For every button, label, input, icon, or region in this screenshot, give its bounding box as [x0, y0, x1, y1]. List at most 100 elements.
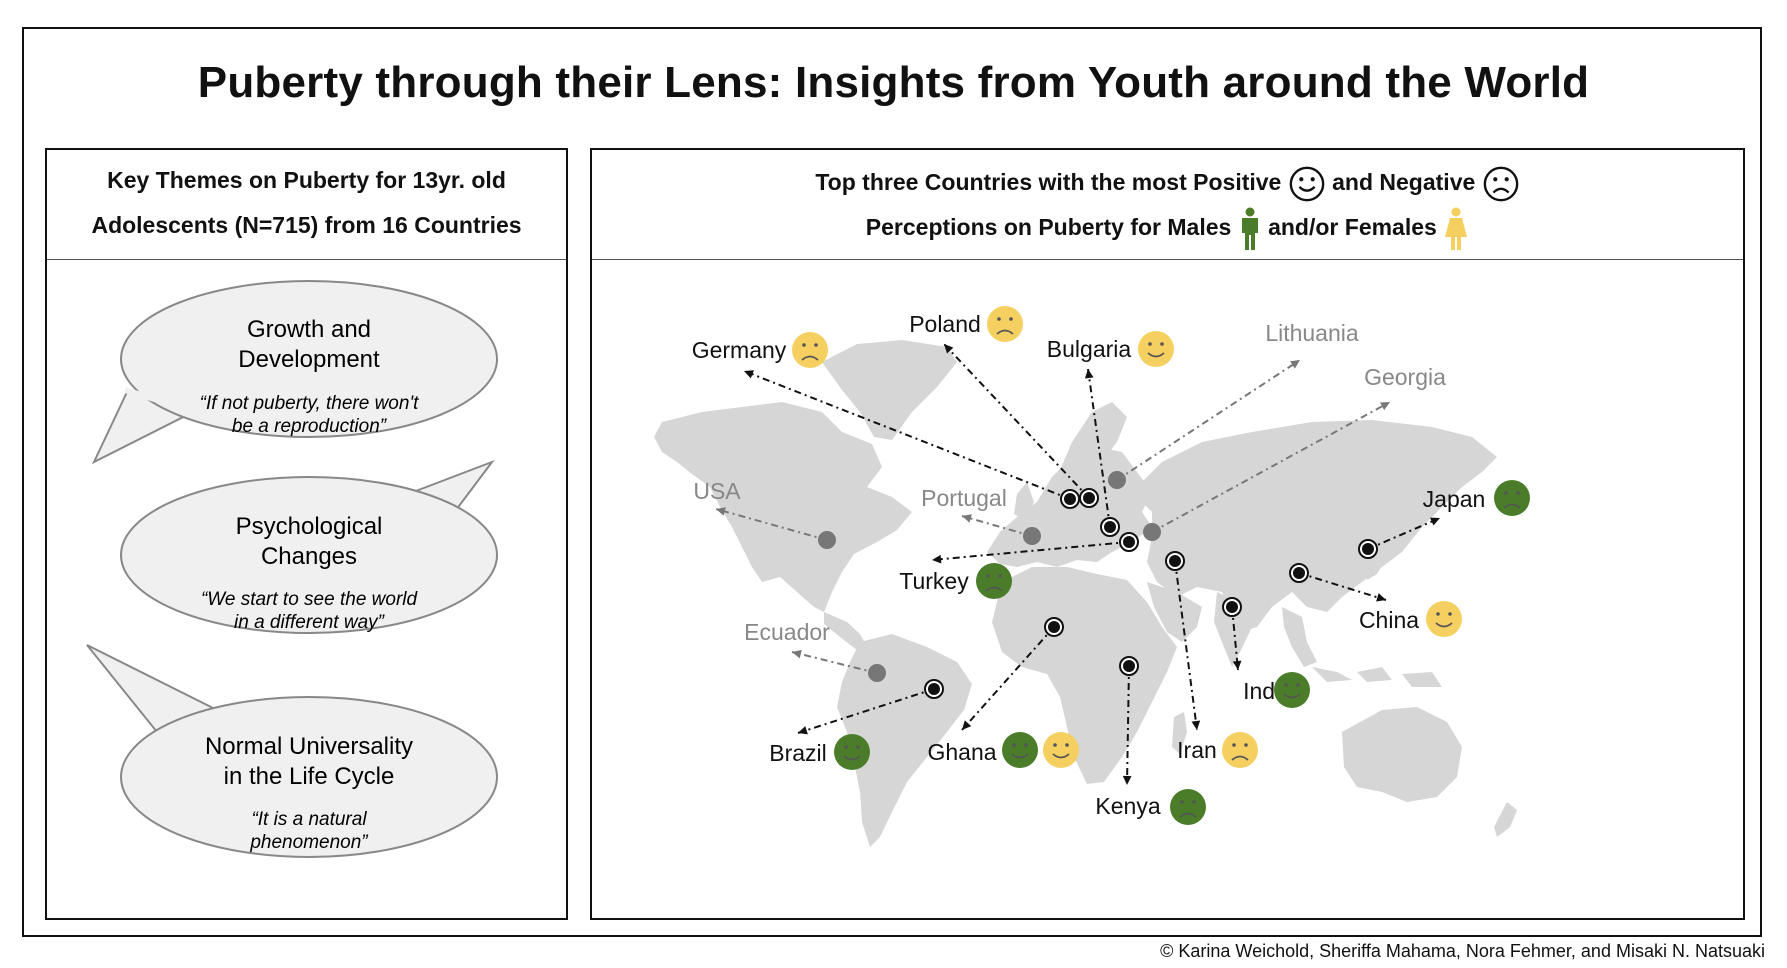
japan-label: Japan	[1423, 486, 1486, 512]
turkey-arrow-line	[931, 541, 1130, 561]
poland-arrow-line	[943, 343, 1090, 499]
kenya-negative-male-face-icon	[1170, 789, 1206, 825]
usa-location-dot	[818, 531, 836, 549]
portugal-arrowhead	[962, 514, 972, 523]
turkey-label: Turkey	[899, 568, 969, 594]
bulgaria-positive-female-face-icon	[1138, 331, 1174, 367]
countries-header-line2-text-b: and/or Females	[1268, 214, 1437, 240]
female-figure-icon	[1445, 207, 1468, 250]
theme-quote: in a different way”	[234, 612, 386, 633]
japan-arrow-line	[1367, 517, 1441, 550]
countries-header-line1-text-b: and Negative	[1332, 169, 1476, 195]
theme-quote: be a reproduction”	[232, 416, 388, 437]
landmass-japan	[1364, 527, 1392, 580]
landmass-central-america	[824, 612, 867, 650]
iran-label: Iran	[1177, 737, 1217, 763]
georgia-arrowhead	[1380, 402, 1390, 411]
turkey-negative-male-face-icon	[976, 563, 1012, 599]
china-arrow-line	[1298, 572, 1387, 601]
bulgaria-arrow-line	[1087, 368, 1111, 528]
theme-quote: phenomenon”	[249, 832, 369, 853]
turkey-arrowhead	[932, 554, 942, 564]
kenya-arrowhead	[1122, 775, 1132, 785]
germany-label: Germany	[692, 337, 787, 363]
landmass-new-zealand	[1494, 802, 1517, 837]
countries-header-line2-text: Perceptions on Puberty for Males	[865, 214, 1232, 240]
frown-outline-icon	[1483, 166, 1519, 202]
countries-header-line1-text: Top three Countries with the most Positi…	[815, 169, 1282, 195]
brazil-location-dot-core	[928, 683, 940, 695]
japan-negative-male-face-icon	[1494, 480, 1530, 516]
countries-panel: Top three Countries with the most Positi…	[590, 148, 1745, 920]
kenya-location-dot-core	[1123, 660, 1135, 672]
key-themes-header: Key Themes on Puberty for 13yr. old Adol…	[47, 150, 566, 260]
landmass-southeast-asia	[1282, 607, 1317, 667]
key-themes-header-line1: Key Themes on Puberty for 13yr. old	[107, 167, 506, 193]
india-arrow-line	[1231, 606, 1239, 671]
ecuador-arrow-line	[791, 651, 878, 674]
ecuador-label: Ecuador	[744, 619, 830, 645]
theme-title: in the Life Cycle	[224, 763, 395, 790]
portugal-arrow-line	[961, 515, 1033, 537]
georgia-location-dot	[1143, 523, 1161, 541]
germany-negative-female-face-icon	[792, 332, 828, 368]
landmass-asia	[1132, 420, 1497, 632]
poster-frame	[22, 27, 1762, 937]
georgia-label: Georgia	[1364, 364, 1446, 390]
countries-header-line1: Top three Countries with the most Positi…	[592, 160, 1743, 205]
theme-bubble-growth: Growth and Development “If not puberty, …	[91, 280, 498, 465]
ecuador-arrowhead	[792, 649, 802, 659]
copyright-notice: © Karina Weichold, Sheriffa Mahama, Nora…	[1160, 941, 1765, 961]
georgia-arrow-line	[1151, 401, 1391, 533]
theme-title: Growth and	[247, 316, 371, 343]
theme-quote: “We start to see the world	[201, 589, 419, 610]
landmass-north-america	[654, 402, 912, 612]
india-arrowhead	[1232, 660, 1242, 670]
portugal-location-dot	[1023, 527, 1041, 545]
bulgaria-label: Bulgaria	[1047, 336, 1132, 362]
theme-title: Development	[238, 346, 380, 373]
ecuador-location-dot	[868, 664, 886, 682]
brazil-label: Brazil	[769, 740, 827, 766]
theme-quote: “If not puberty, there won't	[200, 393, 419, 414]
lithuania-label: Lithuania	[1265, 320, 1359, 346]
iran-location-dot-core	[1169, 555, 1181, 567]
usa-arrowhead	[716, 507, 726, 516]
male-figure-icon	[1241, 207, 1258, 250]
ghana-label: Ghana	[927, 739, 996, 765]
theme-title: Psychological	[236, 513, 383, 540]
countries-header: Top three Countries with the most Positi…	[592, 150, 1743, 260]
theme-bubble-psychological: Psychological Changes “We start to see t…	[120, 459, 498, 634]
speech-bubbles: Growth and Development “If not puberty, …	[86, 280, 498, 858]
usa-label: USA	[693, 478, 741, 504]
japan-arrowhead	[1430, 517, 1440, 526]
germany-location-dot-core	[1064, 493, 1076, 505]
theme-quote: “It is a natural	[251, 809, 367, 830]
ghana-positive-male-face-icon	[1002, 732, 1038, 768]
brazil-arrow-line	[797, 688, 935, 734]
country-dots	[818, 471, 1378, 699]
usa-arrow-line	[715, 508, 828, 541]
landmass-uk	[1014, 482, 1034, 520]
poland-location-dot-core	[1083, 492, 1095, 504]
countries-header-line2: Perceptions on Puberty for Males and/or …	[592, 205, 1743, 251]
germany-arrow-line	[743, 370, 1071, 500]
iran-arrow-line	[1174, 560, 1198, 731]
turkey-location-dot-core	[1123, 536, 1135, 548]
theme-bubble-universality: Normal Universality in the Life Cycle “I…	[86, 644, 498, 858]
china-label: China	[1359, 607, 1419, 633]
landmass-greenland	[822, 340, 957, 440]
theme-title: Normal Universality	[205, 733, 413, 760]
japan-location-dot-core	[1362, 543, 1374, 555]
theme-title: Changes	[261, 543, 357, 570]
germany-arrowhead	[744, 370, 754, 379]
poland-negative-female-face-icon	[987, 306, 1023, 342]
landmass-indonesia	[1312, 667, 1442, 687]
lithuania-arrowhead	[1290, 360, 1300, 369]
lithuania-location-dot	[1108, 471, 1126, 489]
key-themes-panel: Key Themes on Puberty for 13yr. old Adol…	[45, 148, 568, 920]
iran-arrowhead	[1191, 720, 1201, 730]
landmass-scandinavia	[1057, 402, 1127, 487]
poland-label: Poland	[909, 311, 981, 337]
kenya-arrow-line	[1126, 665, 1130, 786]
